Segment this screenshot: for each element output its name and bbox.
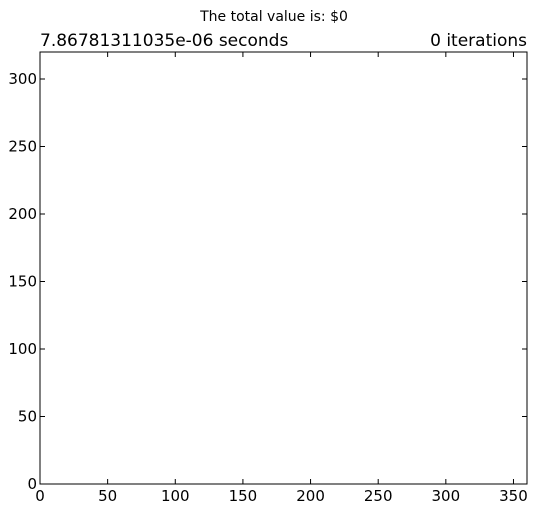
x-tick-label: 350 — [499, 487, 528, 505]
plot-area-frame — [39, 51, 528, 485]
y-tick-label: 100 — [8, 340, 37, 358]
x-tick-label: 200 — [296, 487, 325, 505]
iterations-label: 0 iterations — [430, 31, 527, 51]
x-tick-label: 100 — [161, 487, 190, 505]
elapsed-time-label: 7.86781311035e-06 seconds — [40, 31, 288, 51]
chart-title: The total value is: $0 — [199, 9, 348, 25]
x-tick-label: 50 — [98, 487, 117, 505]
y-tick-label: 300 — [8, 70, 37, 88]
x-tick-label: 300 — [432, 487, 461, 505]
y-tick-label: 250 — [8, 138, 37, 156]
y-tick-label: 150 — [8, 273, 37, 291]
y-tick-label: 0 — [27, 475, 37, 493]
y-tick-label: 200 — [8, 205, 37, 223]
x-tick-label: 0 — [35, 487, 45, 505]
x-tick-label: 150 — [229, 487, 258, 505]
y-axis: 0 50 100 150 200 250 300 — [8, 70, 527, 493]
y-tick-label: 50 — [18, 408, 37, 426]
x-tick-label: 250 — [364, 487, 393, 505]
x-axis: 0 50 100 150 200 250 300 350 — [35, 52, 528, 505]
